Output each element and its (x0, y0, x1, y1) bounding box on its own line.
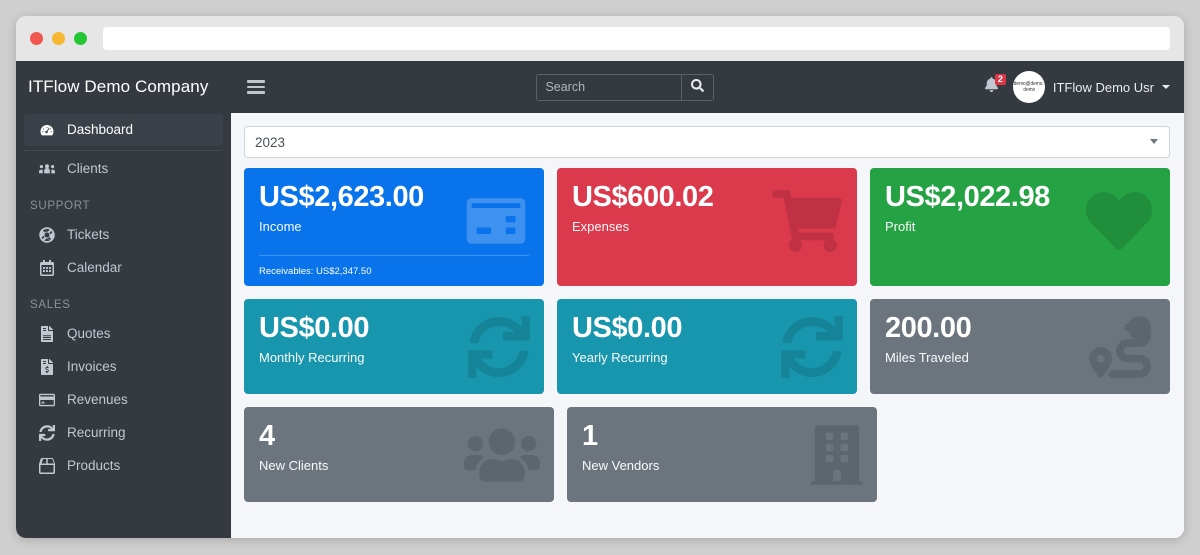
bell-icon (984, 77, 999, 97)
building-icon (811, 424, 863, 486)
sidebar-item-label: Tickets (67, 227, 110, 242)
file-invoice-icon (38, 325, 56, 343)
sidebar-section-support: SUPPORT (30, 200, 91, 212)
expenses-label: Expenses (572, 219, 630, 234)
hamburger-icon[interactable] (245, 76, 267, 98)
maximize-window-button[interactable] (74, 32, 87, 45)
expenses-card[interactable]: US$600.02 Expenses (557, 168, 857, 286)
year-filter: 2023 (244, 126, 1170, 158)
search-input[interactable] (537, 74, 682, 100)
year-select[interactable]: 2023 (244, 126, 1170, 158)
sidebar-section-sales: SALES (30, 299, 71, 311)
monthly-recurring-card[interactable]: US$0.00 Monthly Recurring (244, 299, 544, 394)
sidebar-item-invoices[interactable]: Invoices (24, 351, 223, 383)
profit-label: Profit (885, 219, 916, 234)
kpi-row-1: US$2,623.00 Income Receivables: US$2,347… (244, 168, 1170, 286)
user-menu[interactable]: demo@demo. demo ITFlow Demo Usr (1012, 71, 1170, 103)
file-invoice-dollar-icon (38, 358, 56, 376)
profit-value: US$2,022.98 (885, 181, 1050, 213)
avatar-line-1: demo@demo. (1013, 81, 1044, 87)
income-value: US$2,623.00 (259, 181, 424, 213)
sidebar-item-label: Products (67, 458, 121, 473)
sidebar-divider (24, 150, 223, 151)
sidebar-item-recurring[interactable]: Recurring (24, 417, 223, 449)
new-vendors-card[interactable]: 1 New Vendors (567, 407, 877, 502)
new-vendors-label: New Vendors (582, 458, 660, 473)
app-viewport: ITFlow Demo Company Dashboard Clients SU… (16, 61, 1184, 538)
box-icon (38, 457, 56, 475)
sync-icon (38, 424, 56, 442)
sidebar: ITFlow Demo Company Dashboard Clients SU… (16, 61, 231, 538)
sidebar-item-label: Dashboard (67, 122, 134, 137)
users-icon (38, 160, 56, 178)
browser-chrome (16, 16, 1184, 61)
sidebar-item-label: Recurring (67, 425, 126, 440)
new-clients-card[interactable]: 4 New Clients (244, 407, 554, 502)
sidebar-item-clients[interactable]: Clients (24, 153, 223, 185)
kpi-row-2: US$0.00 Monthly Recurring US$0.00 Yearly… (244, 299, 1170, 394)
new-clients-value: 4 (259, 420, 275, 452)
sidebar-item-label: Quotes (67, 326, 111, 341)
close-window-button[interactable] (30, 32, 43, 45)
minimize-window-button[interactable] (52, 32, 65, 45)
lifering-icon (38, 226, 56, 244)
topbar: 2 demo@demo. demo ITFlow Demo Usr (231, 61, 1184, 113)
chevron-down-icon (1162, 85, 1170, 89)
kpi-row-3: 4 New Clients 1 New Vendors (244, 407, 1170, 502)
heart-icon (1082, 188, 1156, 254)
sidebar-item-products[interactable]: Products (24, 450, 223, 482)
sidebar-item-label: Clients (67, 161, 109, 176)
dashboard-content: 2023 US$2,623.00 Income Receivables: US$… (231, 113, 1184, 538)
search-button[interactable] (681, 74, 714, 100)
sync-icon (781, 315, 843, 378)
main-column: 2 demo@demo. demo ITFlow Demo Usr 2023 (231, 61, 1184, 538)
new-clients-label: New Clients (259, 458, 329, 473)
income-card-rule (259, 255, 529, 256)
income-receivables: Receivables: US$2,347.50 (259, 266, 372, 277)
window-controls (30, 32, 87, 45)
notification-badge: 2 (994, 74, 1006, 85)
profit-card[interactable]: US$2,022.98 Profit (870, 168, 1170, 286)
speedometer-icon (38, 121, 56, 139)
yearly-recurring-value: US$0.00 (572, 312, 683, 344)
browser-window: ITFlow Demo Company Dashboard Clients SU… (16, 16, 1184, 538)
route-icon (1084, 315, 1156, 378)
avatar-line-2: demo (1022, 87, 1035, 93)
shopping-cart-icon (771, 190, 843, 253)
search-icon (691, 79, 705, 95)
avatar: demo@demo. demo (1012, 71, 1045, 103)
sidebar-item-tickets[interactable]: Tickets (24, 219, 223, 251)
user-name: ITFlow Demo Usr (1052, 79, 1154, 95)
income-card[interactable]: US$2,623.00 Income Receivables: US$2,347… (244, 168, 544, 286)
yearly-recurring-card[interactable]: US$0.00 Yearly Recurring (557, 299, 857, 394)
credit-card-icon (38, 391, 56, 409)
miles-traveled-card[interactable]: 200.00 Miles Traveled (870, 299, 1170, 394)
search-box (536, 73, 715, 101)
kpi-row-3-spacer (890, 407, 1170, 502)
monthly-recurring-label: Monthly Recurring (259, 350, 365, 365)
invoice-card-icon (462, 195, 530, 247)
sidebar-item-label: Calendar (67, 260, 122, 275)
new-vendors-value: 1 (582, 420, 598, 452)
calendar-icon (38, 259, 56, 277)
yearly-recurring-label: Yearly Recurring (572, 350, 668, 365)
brand-title[interactable]: ITFlow Demo Company (28, 77, 209, 96)
users-icon (464, 424, 540, 486)
notifications-button[interactable]: 2 (984, 74, 1006, 97)
monthly-recurring-value: US$0.00 (259, 312, 370, 344)
sidebar-item-label: Invoices (67, 359, 117, 374)
url-bar-input[interactable] (103, 27, 1170, 50)
sidebar-item-quotes[interactable]: Quotes (24, 318, 223, 350)
miles-traveled-value: 200.00 (885, 312, 972, 344)
miles-traveled-label: Miles Traveled (885, 350, 969, 365)
income-label: Income (259, 219, 302, 234)
sidebar-item-revenues[interactable]: Revenues (24, 384, 223, 416)
sidebar-item-calendar[interactable]: Calendar (24, 252, 223, 284)
sync-icon (468, 315, 530, 378)
expenses-value: US$600.02 (572, 181, 714, 213)
sidebar-item-dashboard[interactable]: Dashboard (24, 114, 223, 146)
sidebar-item-label: Revenues (67, 392, 128, 407)
